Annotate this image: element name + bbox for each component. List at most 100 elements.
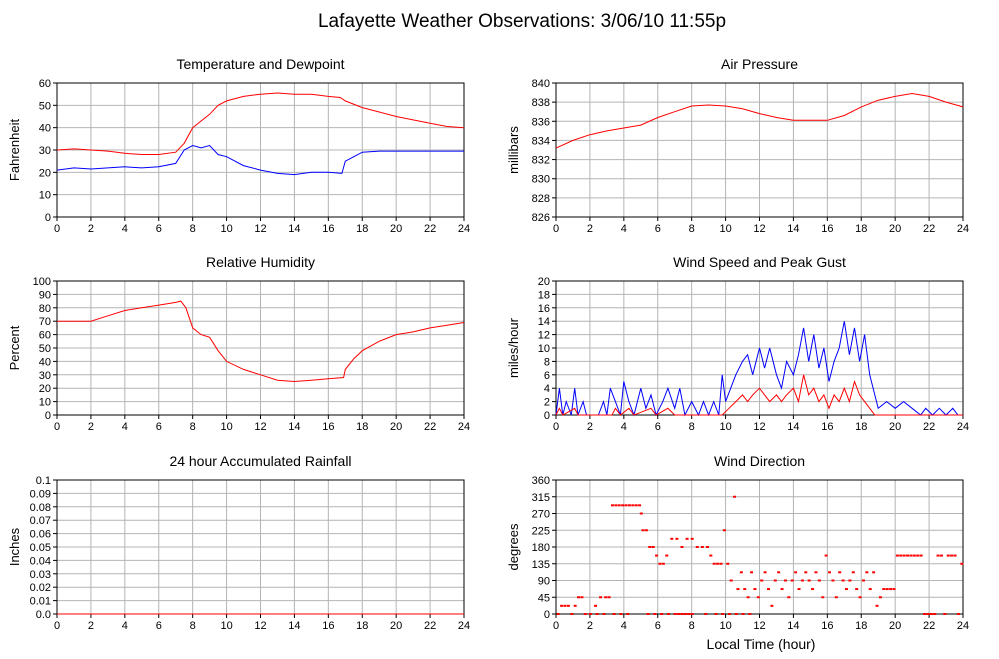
y-tick-label: 0.07: [30, 515, 51, 527]
data-point: [909, 554, 913, 557]
data-point: [646, 613, 650, 615]
series-line-0: [56, 92, 465, 155]
data-point: [666, 613, 670, 615]
data-point: [885, 588, 889, 591]
x-tick-label: 22: [923, 620, 935, 632]
data-point: [712, 562, 716, 565]
data-point: [797, 588, 801, 591]
page-title: Lafayette Weather Observations: 3/06/10 …: [318, 11, 726, 32]
data-point: [614, 504, 618, 507]
data-point: [673, 613, 677, 615]
x-tick-label: 14: [787, 421, 799, 433]
data-point: [780, 588, 784, 591]
x-tick-label: 6: [655, 223, 661, 235]
data-point: [619, 613, 623, 615]
x-tick-label: 22: [923, 421, 935, 433]
x-tick-label: 12: [254, 223, 266, 235]
y-tick-label: 40: [39, 123, 51, 135]
x-tick-label: 2: [88, 421, 94, 433]
data-point: [933, 613, 937, 615]
data-point: [794, 571, 798, 574]
x-tick-label: 4: [122, 620, 128, 632]
data-point: [892, 588, 896, 591]
y-tick-label: 0.06: [30, 529, 51, 541]
y-tick-label: 0.0: [36, 609, 51, 621]
data-point: [573, 604, 577, 607]
x-tick-label: 2: [587, 421, 593, 433]
data-point: [746, 596, 750, 599]
x-tick-label: 0: [553, 421, 559, 433]
data-point: [719, 562, 723, 565]
data-point: [729, 579, 733, 582]
data-point: [943, 613, 947, 615]
x-tick-label: 14: [787, 223, 799, 235]
data-point: [607, 596, 611, 599]
data-point: [895, 554, 899, 557]
data-point: [811, 588, 815, 591]
data-point: [726, 562, 730, 565]
y-tick-label: 828: [532, 193, 550, 205]
y-tick-label: 0.05: [30, 542, 51, 554]
data-point: [736, 588, 740, 591]
data-point: [743, 588, 747, 591]
data-point: [899, 554, 903, 557]
data-point: [705, 546, 709, 548]
data-point: [714, 613, 718, 615]
x-tick-label: 22: [923, 223, 935, 235]
data-point: [665, 554, 669, 557]
x-tick-label: 0: [54, 620, 60, 632]
y-tick-label: 0.09: [30, 488, 51, 500]
x-tick-label: 8: [689, 421, 695, 433]
data-point: [828, 571, 832, 574]
y-tick-label: 826: [532, 212, 550, 224]
y-tick-label: 836: [532, 116, 550, 128]
data-point: [683, 613, 687, 615]
x-tick-label: 2: [587, 620, 593, 632]
y-tick-label: 40: [39, 356, 51, 368]
x-tick-label: 10: [719, 223, 731, 235]
y-tick-label: 20: [39, 383, 51, 395]
x-tick-label: 24: [458, 620, 470, 632]
x-tick-label: 24: [957, 620, 969, 632]
data-point: [922, 613, 926, 615]
y-axis-label: Fahrenheit: [7, 119, 22, 182]
data-point: [626, 613, 630, 615]
y-tick-label: 10: [39, 190, 51, 202]
data-point: [695, 546, 699, 548]
y-tick-label: 16: [538, 303, 550, 315]
data-point: [704, 613, 708, 615]
data-point: [814, 571, 818, 574]
data-point: [556, 613, 560, 615]
x-tick-label: 10: [220, 223, 232, 235]
data-point: [906, 554, 910, 557]
data-point: [939, 554, 943, 557]
data-point: [570, 613, 574, 615]
chart-title: Air Pressure: [721, 56, 798, 72]
data-point: [760, 579, 764, 582]
y-tick-label: 0.04: [30, 555, 51, 567]
x-tick-label: 18: [356, 620, 368, 632]
data-point: [831, 579, 835, 582]
x-tick-label: 2: [88, 620, 94, 632]
x-tick-label: 6: [655, 421, 661, 433]
y-tick-label: 2: [544, 397, 550, 409]
x-tick-label: 0: [54, 421, 60, 433]
x-tick-label: 10: [220, 620, 232, 632]
y-axis-label: Percent: [7, 325, 22, 370]
data-point: [770, 604, 774, 607]
x-axis-label: Local Time (hour): [707, 636, 816, 652]
data-point: [855, 588, 859, 591]
y-tick-label: 838: [532, 97, 550, 109]
x-tick-label: 12: [753, 421, 765, 433]
x-tick-label: 4: [621, 223, 627, 235]
x-tick-label: 24: [458, 223, 470, 235]
x-tick-label: 10: [719, 620, 731, 632]
chart-title: Wind Speed and Peak Gust: [673, 254, 846, 270]
data-point: [690, 613, 694, 615]
data-point: [953, 554, 957, 557]
data-point: [610, 504, 614, 507]
data-point: [882, 588, 886, 591]
series-line-0: [555, 321, 963, 417]
